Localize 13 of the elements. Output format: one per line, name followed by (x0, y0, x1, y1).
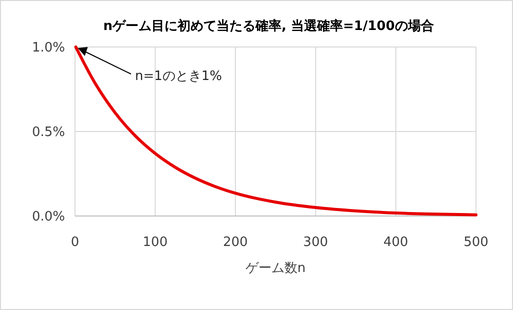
y-tick-label: 0.5% (32, 125, 65, 140)
x-tick-label: 300 (303, 235, 328, 250)
x-tick-label: 200 (222, 235, 248, 250)
x-tick-label: 100 (142, 235, 168, 250)
y-tick-label: 1.0% (32, 40, 65, 56)
x-tick-label: 500 (464, 235, 488, 250)
x-axis-title: ゲーム数n (245, 261, 306, 276)
x-tick-label: 0 (70, 235, 80, 250)
chart-title: nゲーム目に初めて当たる確率, 当選確率=1/100の場合 (103, 18, 434, 34)
annotation: n=1のとき1% (135, 69, 222, 84)
line-series (74, 46, 478, 216)
x-tick-label: 400 (383, 235, 408, 250)
y-tick-label: 0.0% (32, 210, 65, 225)
